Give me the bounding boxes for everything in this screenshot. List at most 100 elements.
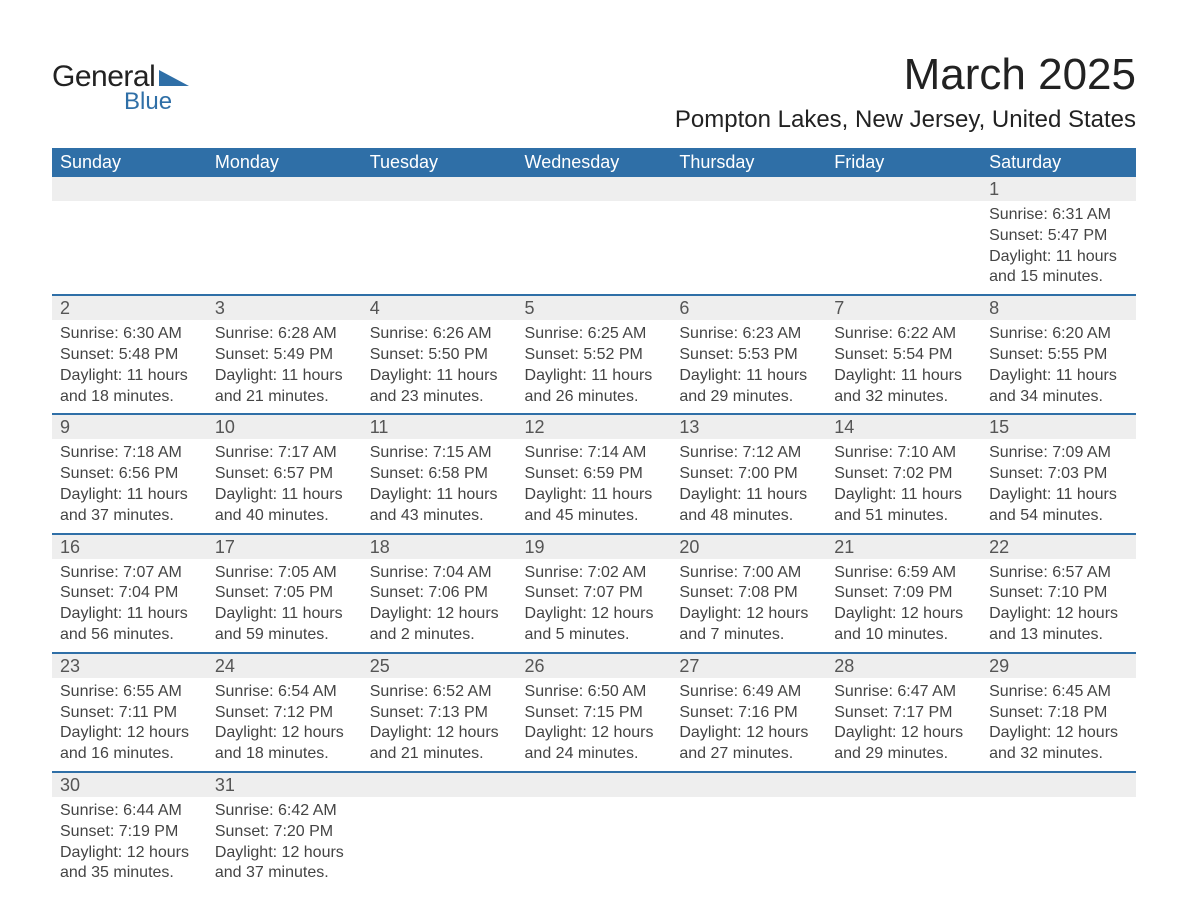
day-header: Saturday xyxy=(981,148,1136,177)
day-number-cell xyxy=(826,772,981,797)
day-detail-line: Sunrise: 6:25 AM xyxy=(525,324,664,345)
day-detail-line: Sunset: 5:50 PM xyxy=(370,345,509,366)
day-detail-line: and 16 minutes. xyxy=(60,744,199,765)
day-detail-line: Sunset: 7:04 PM xyxy=(60,583,199,604)
day-detail-line: Daylight: 11 hours xyxy=(989,366,1128,387)
day-number-cell: 28 xyxy=(826,653,981,678)
day-number-cell xyxy=(981,772,1136,797)
day-number-cell: 21 xyxy=(826,534,981,559)
day-number-cell: 24 xyxy=(207,653,362,678)
day-detail-line: Daylight: 12 hours xyxy=(834,723,973,744)
day-detail-line: Sunset: 6:58 PM xyxy=(370,464,509,485)
week-daynum-row: 3031 xyxy=(52,772,1136,797)
day-detail-line: Sunset: 7:20 PM xyxy=(215,822,354,843)
day-detail-cell: Sunrise: 7:02 AMSunset: 7:07 PMDaylight:… xyxy=(517,559,672,653)
day-detail-cell: Sunrise: 6:28 AMSunset: 5:49 PMDaylight:… xyxy=(207,320,362,414)
day-detail-cell: Sunrise: 7:18 AMSunset: 6:56 PMDaylight:… xyxy=(52,439,207,533)
day-detail-line: Sunrise: 6:55 AM xyxy=(60,682,199,703)
day-number-cell: 30 xyxy=(52,772,207,797)
week-detail-row: Sunrise: 6:30 AMSunset: 5:48 PMDaylight:… xyxy=(52,320,1136,414)
day-detail-line: Daylight: 12 hours xyxy=(215,723,354,744)
day-detail-line: Sunrise: 7:14 AM xyxy=(525,443,664,464)
day-detail-line: and 18 minutes. xyxy=(60,387,199,408)
day-number-cell: 18 xyxy=(362,534,517,559)
day-detail-cell: Sunrise: 6:31 AMSunset: 5:47 PMDaylight:… xyxy=(981,201,1136,295)
location-title: Pompton Lakes, New Jersey, United States xyxy=(675,106,1136,134)
day-detail-line: and 51 minutes. xyxy=(834,506,973,527)
day-detail-cell: Sunrise: 7:15 AMSunset: 6:58 PMDaylight:… xyxy=(362,439,517,533)
day-detail-line: Sunset: 6:57 PM xyxy=(215,464,354,485)
day-number-cell: 15 xyxy=(981,414,1136,439)
day-detail-cell xyxy=(671,797,826,890)
day-detail-line: and 13 minutes. xyxy=(989,625,1128,646)
day-detail-cell: Sunrise: 6:57 AMSunset: 7:10 PMDaylight:… xyxy=(981,559,1136,653)
day-detail-cell xyxy=(826,797,981,890)
logo-text-blue: Blue xyxy=(124,88,189,116)
day-number-cell: 17 xyxy=(207,534,362,559)
day-number-cell: 23 xyxy=(52,653,207,678)
day-detail-line: Sunset: 7:10 PM xyxy=(989,583,1128,604)
day-number-cell: 9 xyxy=(52,414,207,439)
day-detail-line: and 37 minutes. xyxy=(60,506,199,527)
day-detail-line: Sunrise: 7:02 AM xyxy=(525,563,664,584)
day-detail-line: Sunset: 7:06 PM xyxy=(370,583,509,604)
day-detail-line: Daylight: 11 hours xyxy=(215,366,354,387)
day-detail-line: and 24 minutes. xyxy=(525,744,664,765)
day-detail-line: Sunrise: 6:54 AM xyxy=(215,682,354,703)
day-number-cell xyxy=(52,177,207,201)
day-number-cell: 31 xyxy=(207,772,362,797)
day-detail-line: Daylight: 11 hours xyxy=(60,485,199,506)
day-detail-line: Sunrise: 6:50 AM xyxy=(525,682,664,703)
day-number-cell: 4 xyxy=(362,295,517,320)
day-header: Tuesday xyxy=(362,148,517,177)
day-detail-line: Sunset: 5:49 PM xyxy=(215,345,354,366)
day-detail-cell: Sunrise: 6:23 AMSunset: 5:53 PMDaylight:… xyxy=(671,320,826,414)
day-detail-line: and 35 minutes. xyxy=(60,863,199,884)
day-detail-cell: Sunrise: 7:07 AMSunset: 7:04 PMDaylight:… xyxy=(52,559,207,653)
calendar-table: Sunday Monday Tuesday Wednesday Thursday… xyxy=(52,148,1136,890)
day-number-cell xyxy=(517,772,672,797)
day-number-cell xyxy=(362,772,517,797)
day-detail-line: and 7 minutes. xyxy=(679,625,818,646)
day-detail-line: and 29 minutes. xyxy=(679,387,818,408)
day-detail-line: Sunset: 7:15 PM xyxy=(525,703,664,724)
day-detail-line: Sunrise: 6:30 AM xyxy=(60,324,199,345)
day-detail-cell: Sunrise: 6:47 AMSunset: 7:17 PMDaylight:… xyxy=(826,678,981,772)
day-detail-cell: Sunrise: 6:52 AMSunset: 7:13 PMDaylight:… xyxy=(362,678,517,772)
day-detail-line: Daylight: 12 hours xyxy=(215,843,354,864)
day-detail-cell: Sunrise: 6:42 AMSunset: 7:20 PMDaylight:… xyxy=(207,797,362,890)
day-detail-line: Sunset: 5:53 PM xyxy=(679,345,818,366)
day-detail-line: Sunrise: 6:26 AM xyxy=(370,324,509,345)
day-detail-cell: Sunrise: 6:30 AMSunset: 5:48 PMDaylight:… xyxy=(52,320,207,414)
day-detail-cell xyxy=(517,797,672,890)
day-detail-line: and 48 minutes. xyxy=(679,506,818,527)
day-detail-line: Sunrise: 6:52 AM xyxy=(370,682,509,703)
day-detail-line: Sunrise: 6:49 AM xyxy=(679,682,818,703)
day-detail-line: and 45 minutes. xyxy=(525,506,664,527)
day-detail-line: Daylight: 12 hours xyxy=(834,604,973,625)
day-detail-cell: Sunrise: 7:14 AMSunset: 6:59 PMDaylight:… xyxy=(517,439,672,533)
day-number-cell xyxy=(362,177,517,201)
week-daynum-row: 9101112131415 xyxy=(52,414,1136,439)
day-detail-line: Daylight: 11 hours xyxy=(679,485,818,506)
day-detail-line: Sunset: 7:00 PM xyxy=(679,464,818,485)
day-detail-line: Sunrise: 6:47 AM xyxy=(834,682,973,703)
day-detail-line: Sunset: 6:59 PM xyxy=(525,464,664,485)
day-detail-cell: Sunrise: 7:00 AMSunset: 7:08 PMDaylight:… xyxy=(671,559,826,653)
day-number-cell: 6 xyxy=(671,295,826,320)
day-detail-line: Sunset: 7:17 PM xyxy=(834,703,973,724)
week-daynum-row: 16171819202122 xyxy=(52,534,1136,559)
day-number-cell: 22 xyxy=(981,534,1136,559)
day-detail-line: Daylight: 12 hours xyxy=(679,604,818,625)
day-detail-cell: Sunrise: 7:17 AMSunset: 6:57 PMDaylight:… xyxy=(207,439,362,533)
day-detail-cell xyxy=(52,201,207,295)
day-detail-line: Sunset: 7:13 PM xyxy=(370,703,509,724)
week-daynum-row: 2345678 xyxy=(52,295,1136,320)
day-number-cell xyxy=(671,772,826,797)
day-number-cell: 10 xyxy=(207,414,362,439)
day-detail-line: Daylight: 12 hours xyxy=(679,723,818,744)
day-detail-line: Sunset: 7:02 PM xyxy=(834,464,973,485)
day-detail-line: and 37 minutes. xyxy=(215,863,354,884)
week-detail-row: Sunrise: 6:31 AMSunset: 5:47 PMDaylight:… xyxy=(52,201,1136,295)
day-detail-line: Sunrise: 6:59 AM xyxy=(834,563,973,584)
